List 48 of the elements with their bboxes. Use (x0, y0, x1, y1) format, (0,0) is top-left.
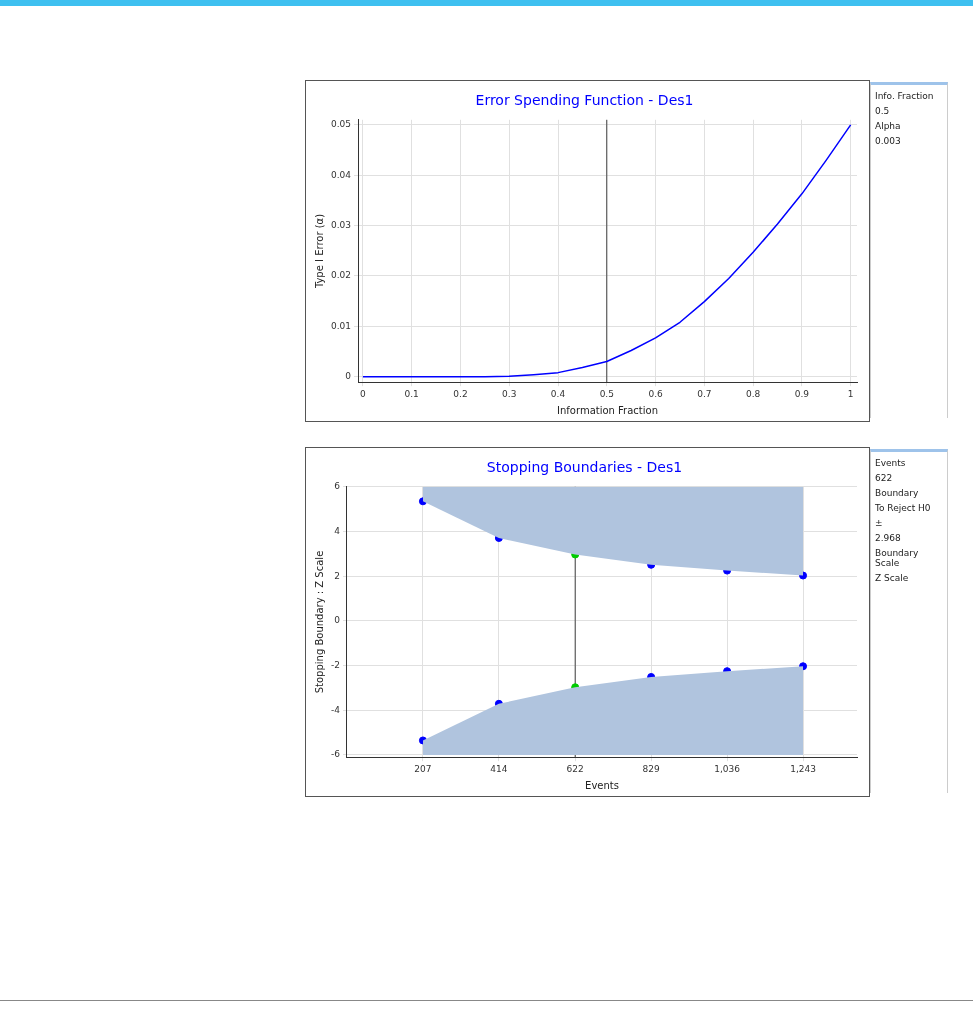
chart-title: Error Spending Function - Des1 (475, 92, 694, 109)
text: Boundary (875, 488, 920, 498)
y-axis-title: Stopping Boundary : Z Scale (313, 550, 325, 694)
x-tick-label: 0.5 (599, 388, 614, 399)
y-tick-label: 0.05 (330, 119, 352, 130)
x-tick-label: 829 (642, 763, 661, 774)
x-tick-label: 0.9 (794, 388, 810, 399)
text: Boundary Scale (875, 548, 920, 568)
y-tick-label: 6 (334, 481, 341, 492)
text: Z Scale (875, 573, 910, 583)
text: ± (875, 518, 884, 528)
y-tick-label: -2 (330, 659, 340, 670)
x-tick-label: 0.2 (453, 388, 468, 399)
y-tick-label: -4 (330, 704, 341, 715)
x-tick-label: 414 (490, 763, 508, 774)
text: Events (875, 458, 907, 468)
y-tick-label: 0 (345, 371, 352, 381)
x-tick-label: 0.7 (697, 388, 712, 399)
text: Alpha (875, 121, 902, 131)
x-tick-label: 0.6 (648, 388, 663, 399)
y-tick-label: 4 (334, 525, 341, 536)
text: To Reject H0 (875, 503, 932, 513)
x-tick-label: 622 (566, 763, 584, 774)
y-tick-label: 0.01 (330, 320, 352, 331)
y-tick-label: 2 (334, 570, 340, 581)
text: 622 (875, 473, 894, 483)
text: 0.003 (875, 136, 902, 146)
y-tick-label: 0.04 (330, 169, 352, 180)
y-tick-label: -6 (330, 749, 341, 760)
y-tick-label: 0.02 (330, 270, 352, 281)
x-tick-label: 0.4 (550, 388, 566, 399)
text: Info. Fraction (875, 91, 935, 101)
text: 2.968 (875, 533, 902, 543)
x-tick-label: 0 (360, 388, 367, 399)
x-tick-label: 0.3 (502, 388, 517, 399)
y-tick-label: 0.03 (330, 219, 352, 230)
text: 0.5 (875, 106, 891, 116)
x-axis-title: Events (585, 779, 619, 791)
y-tick-label: 0 (334, 615, 341, 626)
x-tick-label: 1,036 (714, 763, 741, 774)
x-tick-label: 0.1 (404, 388, 419, 399)
x-tick-label: 1,243 (790, 763, 816, 774)
x-tick-label: 207 (414, 763, 432, 774)
x-tick-label: 0.8 (745, 388, 761, 399)
chart-title: Stopping Boundaries - Des1 (486, 459, 683, 476)
x-axis-title: Information Fraction (557, 404, 659, 416)
y-axis-title: Type I Error (α) (313, 213, 325, 290)
x-tick-label: 1 (847, 388, 854, 399)
